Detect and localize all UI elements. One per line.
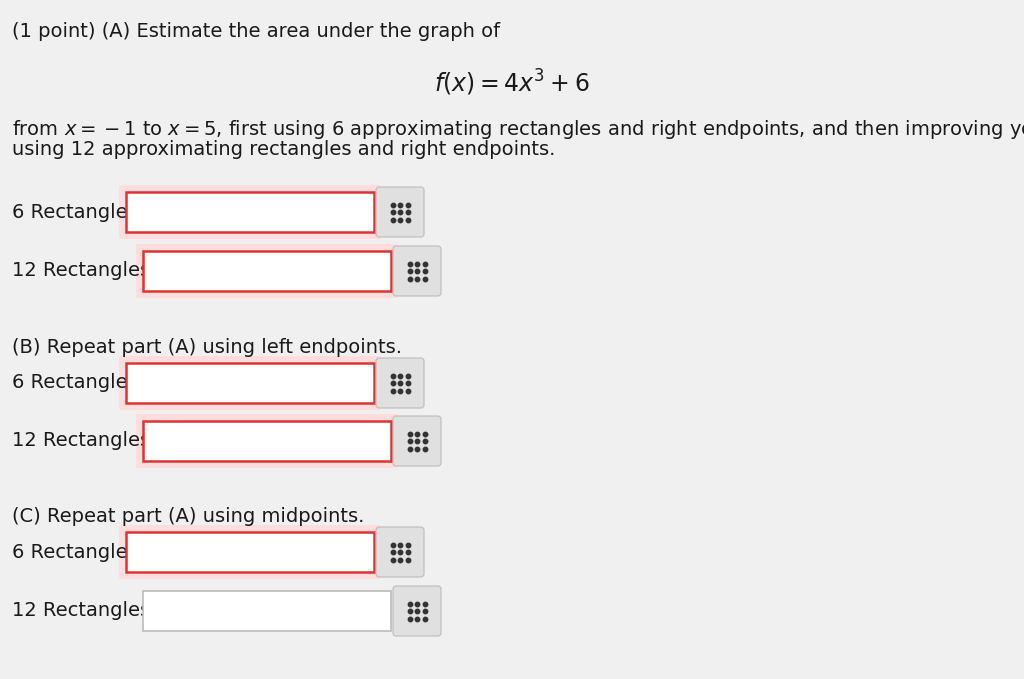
Text: 6 Rectangles =: 6 Rectangles =: [12, 543, 161, 562]
FancyBboxPatch shape: [393, 246, 441, 296]
Bar: [143, 251, 391, 291]
FancyBboxPatch shape: [376, 358, 424, 408]
Text: 6 Rectangles =: 6 Rectangles =: [12, 373, 161, 392]
FancyBboxPatch shape: [136, 244, 398, 298]
Bar: [143, 591, 391, 631]
Bar: [126, 363, 374, 403]
FancyBboxPatch shape: [119, 356, 381, 410]
FancyBboxPatch shape: [393, 586, 441, 636]
Text: from $x = -1$ to $x = 5$, first using 6 approximating rectangles and right endpo: from $x = -1$ to $x = 5$, first using 6 …: [12, 118, 1024, 141]
Text: using 12 approximating rectangles and right endpoints.: using 12 approximating rectangles and ri…: [12, 140, 555, 159]
FancyBboxPatch shape: [119, 185, 381, 239]
FancyBboxPatch shape: [136, 414, 398, 468]
Text: 12 Rectangles =: 12 Rectangles =: [12, 431, 173, 450]
Text: (B) Repeat part (A) using left endpoints.: (B) Repeat part (A) using left endpoints…: [12, 338, 402, 357]
Bar: [126, 532, 374, 572]
FancyBboxPatch shape: [393, 416, 441, 466]
FancyBboxPatch shape: [119, 525, 381, 579]
Bar: [143, 421, 391, 461]
Bar: [126, 192, 374, 232]
Text: $f(x) = 4x^3 + 6$: $f(x) = 4x^3 + 6$: [434, 68, 590, 98]
Text: 6 Rectangles =: 6 Rectangles =: [12, 202, 161, 221]
FancyBboxPatch shape: [376, 527, 424, 577]
Text: (C) Repeat part (A) using midpoints.: (C) Repeat part (A) using midpoints.: [12, 507, 365, 526]
FancyBboxPatch shape: [376, 187, 424, 237]
Text: 12 Rectangles =: 12 Rectangles =: [12, 602, 173, 621]
Text: (1 point) (A) Estimate the area under the graph of: (1 point) (A) Estimate the area under th…: [12, 22, 500, 41]
Text: 12 Rectangles =: 12 Rectangles =: [12, 261, 173, 280]
